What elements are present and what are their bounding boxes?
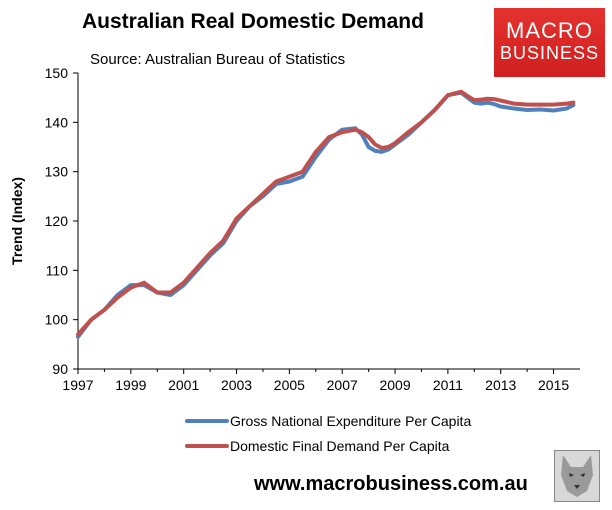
y-tick-label: 130 [45, 164, 69, 180]
x-tick-label: 2009 [379, 377, 410, 393]
logo-line-1: MACRO [506, 18, 593, 43]
chart-title: Australian Real Domestic Demand [82, 10, 424, 33]
x-tick-label: 2011 [433, 377, 463, 393]
series-line-1 [76, 90, 576, 339]
legend-label-1: Gross National Expenditure Per Capita [230, 413, 471, 429]
y-axis-label: Trend (Index) [9, 177, 25, 265]
y-tick-label: 110 [46, 262, 69, 278]
y-tick-label: 150 [45, 65, 69, 81]
y-tick-label: 120 [45, 213, 69, 229]
x-tick-label: 2015 [538, 377, 569, 393]
line-chart: 90 100 110 120 130 140 150 1997 1999 2001 2003 2005… [9, 65, 580, 454]
y-tick-label: 140 [45, 114, 69, 130]
x-tick-label: 2013 [485, 377, 516, 393]
x-tick-label: 1999 [115, 377, 146, 393]
y-tick-label: 90 [52, 361, 68, 377]
x-tick-label: 1997 [62, 377, 93, 393]
y-tick-label: 100 [45, 312, 69, 328]
wolf-icon [554, 450, 600, 502]
x-tick-label: 2003 [221, 377, 252, 393]
series-line-2 [76, 89, 576, 337]
x-tick-label: 2005 [274, 377, 305, 393]
legend-label-2: Domestic Final Demand Per Capita [230, 438, 450, 454]
chart-subtitle: Source: Australian Bureau of Statistics [90, 51, 346, 68]
footer-url: www.macrobusiness.com.au [254, 473, 528, 495]
macrobusiness-logo: MACRO BUSINESS [494, 8, 605, 77]
x-tick-label: 2007 [327, 377, 358, 393]
x-tick-label: 2001 [168, 377, 199, 393]
logo-line-2: BUSINESS [499, 43, 600, 63]
